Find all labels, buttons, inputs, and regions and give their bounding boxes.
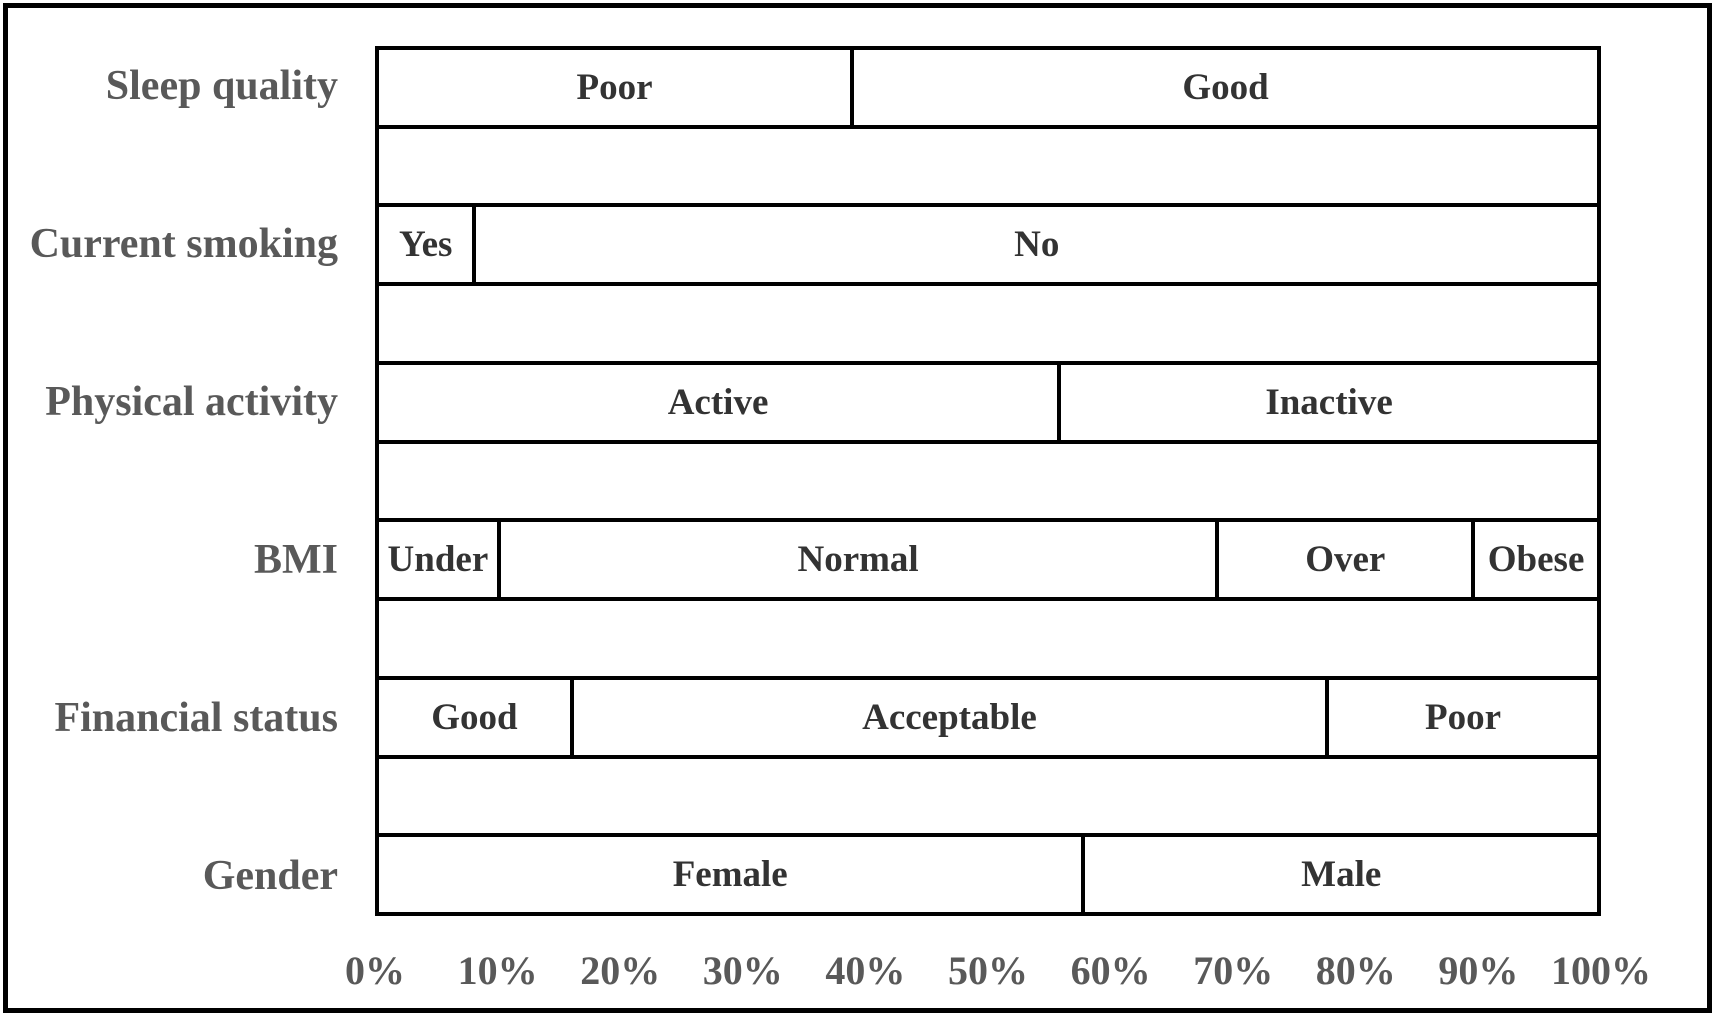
category-label: Physical activity bbox=[45, 378, 338, 425]
axis-tick-label: 10% bbox=[457, 948, 538, 993]
spacer-row bbox=[379, 443, 1597, 523]
bar-segment: Yes bbox=[379, 207, 477, 283]
segment-label: Inactive bbox=[1265, 381, 1393, 423]
category-labels: Sleep quality Current smoking Physical act… bbox=[0, 46, 338, 916]
bar-row: Good Acceptable Poor bbox=[379, 679, 1597, 759]
spacer-row bbox=[379, 758, 1597, 838]
bar-segment: Active bbox=[379, 364, 1062, 440]
spacer-row bbox=[379, 128, 1597, 208]
bar-segment: Female bbox=[379, 837, 1086, 913]
segment-label: Poor bbox=[1424, 696, 1502, 738]
segment-label: Normal bbox=[797, 539, 919, 581]
segment-label: Active bbox=[667, 381, 769, 423]
bar-row: Yes No bbox=[379, 207, 1597, 287]
bar-segment: Obese bbox=[1475, 522, 1597, 597]
category-label: Current smoking bbox=[29, 220, 338, 267]
segment-label: Male bbox=[1301, 854, 1382, 896]
axis-tick-label: 30% bbox=[702, 948, 783, 993]
bar-row: Active Inactive bbox=[379, 364, 1597, 444]
bar-segment: Good bbox=[379, 679, 574, 755]
bar-segment: Good bbox=[854, 50, 1597, 125]
axis-tick-label: 100% bbox=[1551, 948, 1651, 993]
segment-label: Female bbox=[672, 854, 788, 896]
spacer-row bbox=[379, 601, 1597, 680]
segment-label: Obese bbox=[1487, 539, 1585, 581]
category-label: Financial status bbox=[54, 695, 338, 742]
bar-segment: Normal bbox=[501, 522, 1220, 598]
axis-tick-label: 80% bbox=[1315, 948, 1396, 993]
axis-tick-label: 50% bbox=[948, 948, 1028, 993]
bar-segment: Acceptable bbox=[574, 679, 1330, 755]
segment-label: Poor bbox=[576, 66, 653, 108]
category-label: BMI bbox=[254, 537, 338, 584]
bar-row: Under Normal Over Obese bbox=[379, 522, 1597, 602]
axis-tick-label: 90% bbox=[1438, 948, 1519, 993]
segment-label: Good bbox=[1182, 66, 1269, 108]
bar-row: Female Male bbox=[379, 837, 1597, 913]
category-label: Sleep quality bbox=[105, 62, 338, 109]
bar-segment: Inactive bbox=[1061, 365, 1597, 440]
spacer-row bbox=[379, 286, 1597, 365]
segment-label: Acceptable bbox=[862, 696, 1037, 738]
bar-segment: Poor bbox=[379, 50, 855, 125]
axis-labels: 0% 10% 20% 30% 40% 50% 60% 70% 80% 90% 100% bbox=[345, 928, 1651, 1013]
segment-label: Good bbox=[431, 696, 518, 738]
bar-row: Poor Good bbox=[379, 50, 1597, 129]
axis-tick-label: 20% bbox=[580, 948, 661, 993]
bar-segment: No bbox=[476, 207, 1597, 282]
axis-tick-label: 70% bbox=[1193, 948, 1274, 993]
bar-segment: Over bbox=[1219, 522, 1476, 598]
bar-segment: Under bbox=[379, 522, 501, 598]
bar-segment: Male bbox=[1085, 837, 1597, 912]
axis-tick-label: 0% bbox=[345, 948, 405, 993]
segment-label: Under bbox=[387, 539, 489, 581]
segment-label: Yes bbox=[398, 224, 453, 266]
axis-tick-label: 40% bbox=[825, 948, 906, 993]
segment-label: No bbox=[1014, 224, 1060, 266]
axis-tick-label: 60% bbox=[1070, 948, 1151, 993]
chart-grid: Poor Good Yes No Active Inactive Under Normal Ov… bbox=[375, 46, 1601, 916]
bar-segment: Poor bbox=[1329, 680, 1597, 755]
segment-label: Over bbox=[1305, 539, 1386, 581]
category-label: Gender bbox=[202, 853, 338, 900]
